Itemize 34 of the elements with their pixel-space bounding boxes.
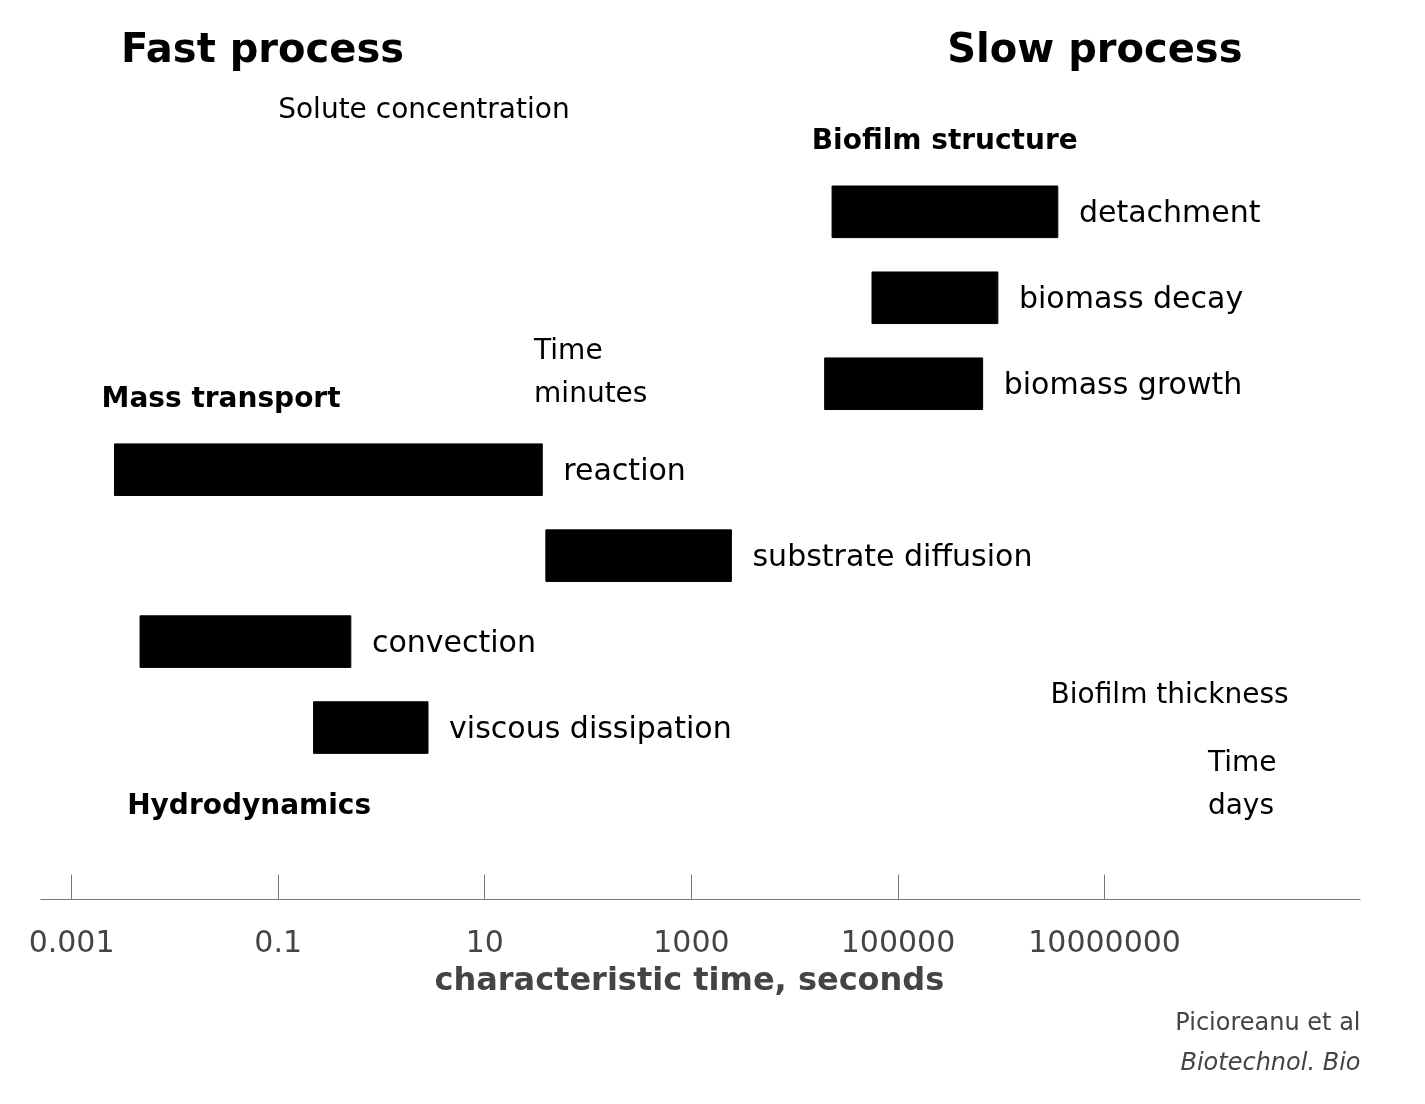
y-tick-label: biomass decay	[1018, 280, 1244, 316]
text: Fast process	[120, 25, 405, 72]
text: Hydrodynamics	[127, 787, 372, 821]
x-tick-label: 10	[465, 923, 504, 959]
text: Solute concentration	[278, 92, 570, 126]
y-tick-label: viscous dissipation	[449, 710, 732, 746]
x-tick-label: 100000	[840, 923, 956, 959]
y-tick-label: reaction	[563, 452, 686, 488]
bar	[313, 701, 429, 754]
bar	[871, 271, 999, 325]
annotation: Time	[1206, 745, 1277, 779]
bar	[824, 357, 984, 411]
text: days	[1207, 788, 1275, 822]
text: Biotechnol. Bio	[1180, 1047, 1361, 1076]
text: Picioreanu et al	[1175, 1007, 1361, 1036]
bar	[139, 615, 352, 668]
annotation: Biofilm thickness	[1050, 676, 1289, 710]
annotation: minutes	[534, 375, 648, 409]
x-tick-label: 10000000	[1028, 923, 1181, 959]
y-tick-label: convection	[371, 624, 536, 660]
bar	[113, 443, 543, 496]
annotation: Mass transport	[101, 380, 341, 414]
x-tick-label: 0.1	[254, 923, 303, 959]
bar	[545, 529, 732, 582]
bar	[831, 185, 1059, 239]
y-tick-label: biomass growth	[1003, 366, 1243, 402]
x-tick-label: 1000	[653, 923, 730, 959]
y-tick-label: detachment	[1078, 194, 1261, 230]
annotation: Time	[533, 332, 603, 366]
x-axis-title: characteristic time, seconds	[434, 959, 945, 998]
text: Slow process	[947, 25, 1243, 72]
y-tick-label: substrate diffusion	[752, 538, 1033, 574]
x-tick-label: 0.001	[28, 923, 115, 959]
text: Biofilm structure	[811, 122, 1078, 156]
